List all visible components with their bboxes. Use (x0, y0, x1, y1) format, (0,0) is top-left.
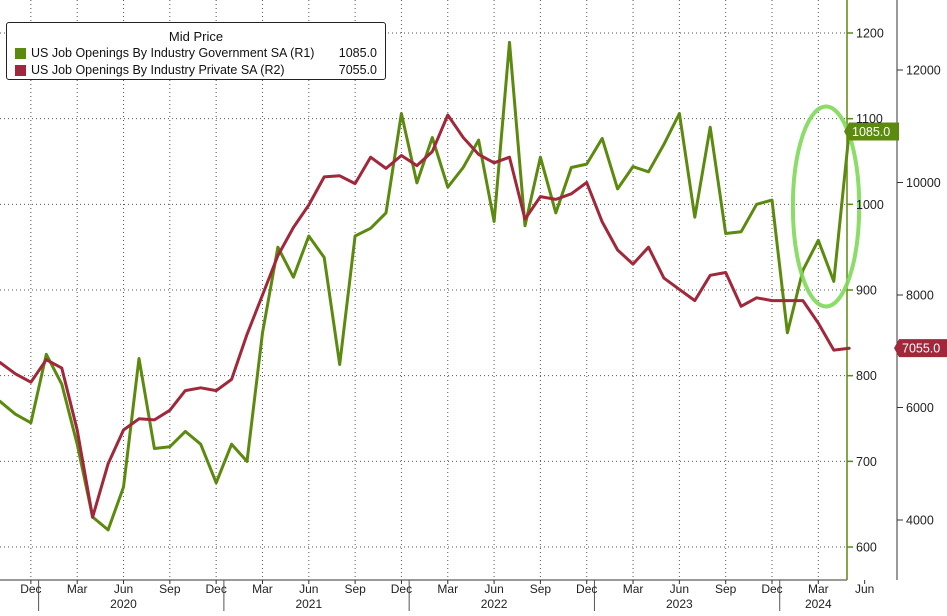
r1-tick-label: 800 (856, 369, 877, 383)
x-tick-label: Mar (252, 582, 273, 596)
legend-title: Mid Price (168, 29, 224, 44)
r2-tick-label: 12000 (906, 64, 941, 78)
year-label: 2023 (666, 597, 693, 611)
x-tick-label: Mar (67, 582, 88, 596)
legend-swatch-government (15, 47, 26, 59)
x-tick-label: Dec (205, 582, 226, 596)
year-label: 2020 (110, 597, 137, 611)
r1-tick-label: 700 (856, 455, 877, 469)
x-tick-label: Jun (670, 582, 689, 596)
r1-tick-label: 900 (856, 284, 877, 298)
r1-tick-label: 1000 (856, 198, 884, 212)
x-tick-label: Dec (576, 582, 597, 596)
r1-tick-label: 600 (856, 541, 877, 555)
gridlines (0, 0, 847, 580)
x-tick-label: Sep (344, 582, 366, 596)
x-tick-label: Sep (159, 582, 181, 596)
end-label-text: 7055.0 (902, 342, 940, 356)
x-tick-label: Jun (855, 582, 874, 596)
year-label: 2022 (481, 597, 508, 611)
x-tick-label: Mar (623, 582, 644, 596)
x-tick-label: Jun (484, 582, 503, 596)
end-label-government: 1085.0 (844, 122, 899, 141)
x-tick-label: Sep (530, 582, 552, 596)
r2-tick-label: 8000 (906, 289, 934, 303)
r1-tick-label: 1200 (856, 27, 884, 41)
x-tick-label: Mar (808, 582, 829, 596)
end-label-private: 7055.0 (894, 339, 947, 358)
axis-labels: 600 700 800 900 1000 1100 1200 4000 6000 8000 1000… (20, 27, 941, 612)
x-tick-label: Mar (437, 582, 458, 596)
highlight-ellipse (790, 104, 862, 309)
r2-tick-label: 10000 (906, 176, 941, 190)
legend-label-private: US Job Openings By Industry Private SA (… (31, 63, 285, 77)
x-tick-label: Sep (715, 582, 737, 596)
series-lines (0, 40, 851, 532)
legend-swatch-private (15, 64, 26, 76)
r2-tick-label: 6000 (906, 401, 934, 415)
series-line-private (0, 113, 851, 519)
legend-value-government: 1085.0 (338, 46, 377, 60)
r2-tick-label: 4000 (906, 514, 934, 528)
x-tick-label: Jun (114, 582, 133, 596)
year-label: 2021 (295, 597, 322, 611)
end-label-text: 1085.0 (852, 125, 890, 139)
x-tick-label: Dec (761, 582, 782, 596)
legend-entry-private: US Job Openings By Industry Private SA (… (15, 62, 377, 78)
annotations: 1085.0 7055.0 (790, 104, 947, 358)
x-tick-label: Dec (391, 582, 412, 596)
x-tick-label: Jun (299, 582, 318, 596)
x-tick-label: Dec (20, 582, 41, 596)
legend-value-private: 7055.0 (338, 63, 377, 77)
legend-entry-government: US Job Openings By Industry Government S… (15, 45, 377, 61)
year-label: 2024 (805, 597, 832, 611)
axes (0, 0, 903, 611)
legend-label-government: US Job Openings By Industry Government S… (31, 46, 315, 60)
legend: Mid Price US Job Openings By Industry Go… (6, 22, 386, 80)
r1-tick-label: 1100 (856, 112, 883, 126)
